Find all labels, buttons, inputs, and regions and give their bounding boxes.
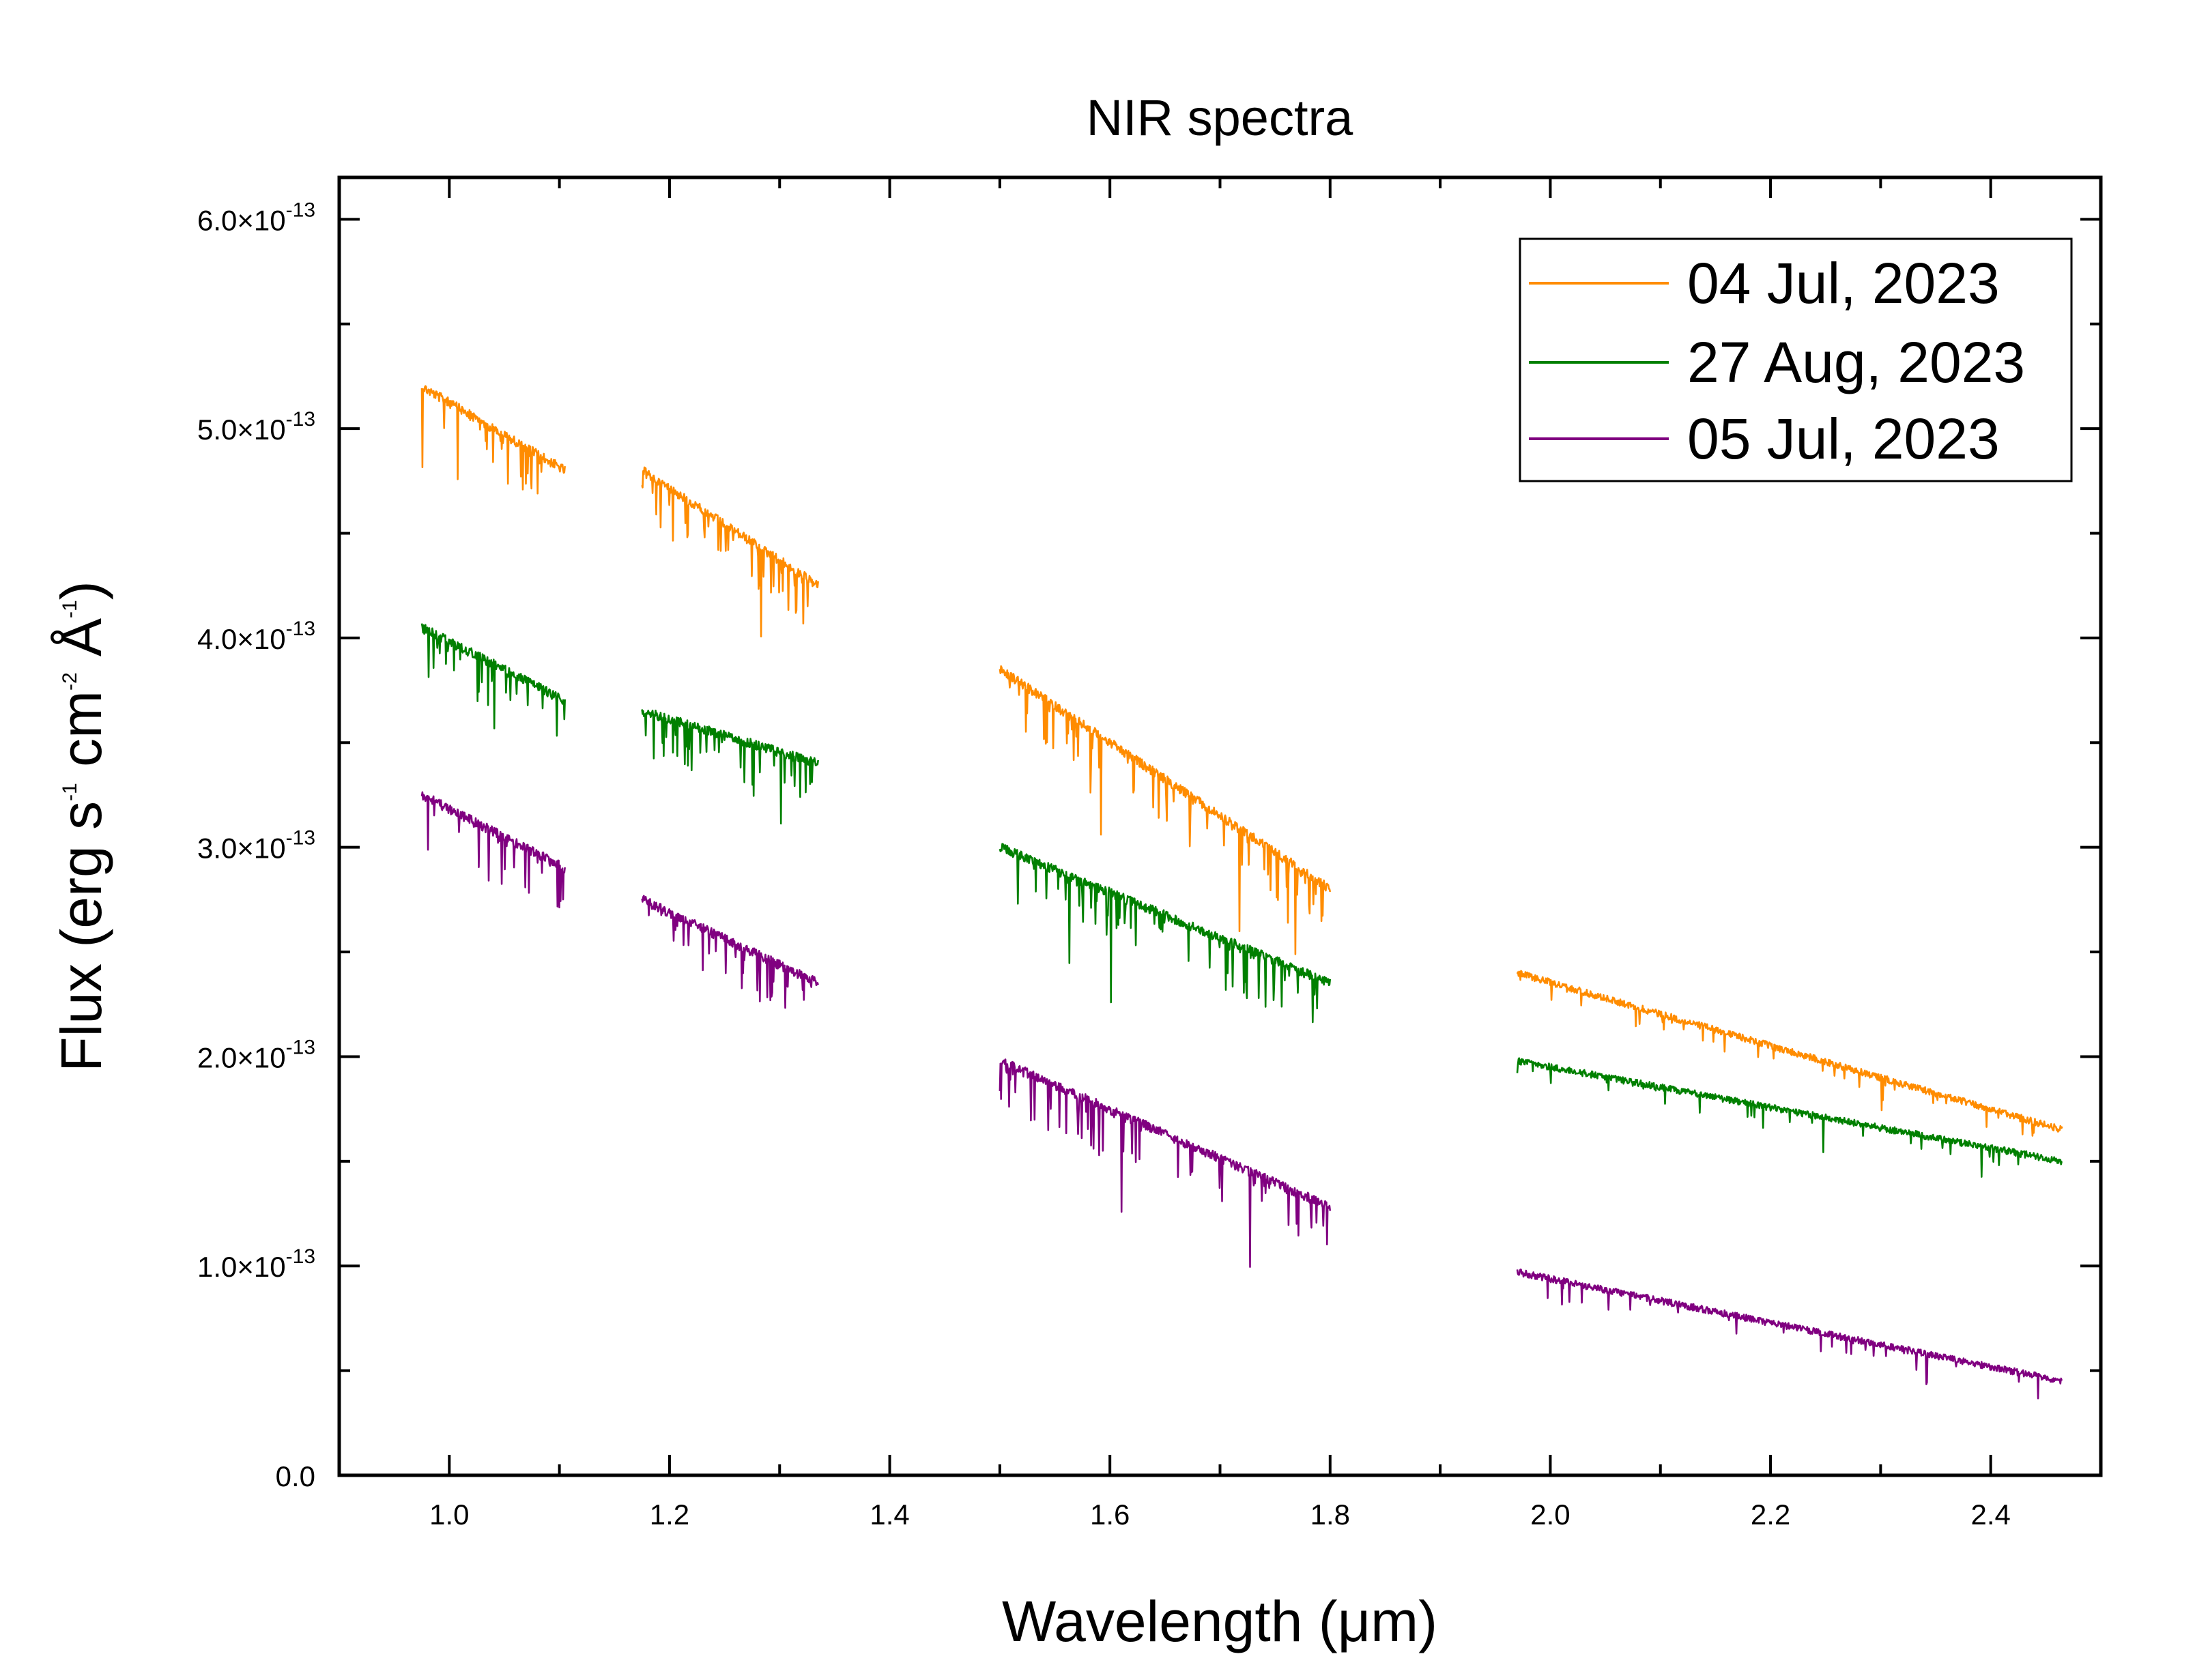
y-tick-label: 3.0×10-13 — [197, 827, 315, 865]
spectrum-segment-series-1-1 — [641, 709, 819, 825]
x-tick-label: 1.2 — [650, 1498, 689, 1531]
spectrum-segment-series-0-3 — [1516, 970, 2063, 1137]
legend-label-05-jul: 05 Jul, 2023 — [1687, 407, 2000, 471]
x-tick-label: 1.0 — [429, 1498, 469, 1531]
y-axis-label-prefix: Flux (erg s — [49, 801, 113, 1072]
x-tick-label: 2.2 — [1751, 1498, 1790, 1531]
x-tick-label: 1.8 — [1310, 1498, 1350, 1531]
y-tick-label: 5.0×10-13 — [197, 408, 315, 446]
y-axis-label-suffix: ) — [49, 581, 113, 600]
spectrum-segment-series-2-1 — [641, 895, 819, 1009]
x-tick-label: 1.4 — [870, 1498, 909, 1531]
y-tick-label: 1.0×10-13 — [197, 1245, 315, 1283]
x-axis-label: Wavelength (μm) — [1002, 1589, 1437, 1653]
chart-title: NIR spectra — [1087, 89, 1354, 146]
spectrum-segment-series-2-0 — [420, 791, 566, 909]
spectrum-segment-series-2-3 — [1516, 1269, 2063, 1400]
x-tick-label: 1.6 — [1090, 1498, 1130, 1531]
y-axis-label-mid2: Å — [49, 618, 113, 672]
y-axis-label-exp1: -1 — [59, 783, 81, 801]
x-axis-ticks: 1.0 1.2 1.4 1.6 1.8 2.0 2.2 2.4 — [338, 177, 2102, 1531]
legend-label-27-aug: 27 Aug, 2023 — [1687, 330, 2025, 394]
spectrum-segment-series-1-2 — [999, 843, 1332, 1024]
spectrum-segment-series-0-1 — [641, 466, 819, 638]
x-tick-label: 2.0 — [1530, 1498, 1570, 1531]
legend-box — [1519, 237, 2073, 482]
spectrum-segment-series-0-2 — [999, 665, 1332, 955]
legend: 04 Jul, 2023 27 Aug, 2023 05 Jul, 2023 — [1519, 237, 2073, 482]
spectrum-segment-series-1-3 — [1516, 1057, 2063, 1178]
y-axis-label-exp3: -1 — [59, 600, 81, 618]
y-axis-ticks: 0.0 1.0×10-13 2.0×10-13 3.0×10-13 4.0×10-13 5… — [197, 199, 2101, 1492]
y-tick-label: 4.0×10-13 — [197, 618, 315, 655]
y-axis-label: Flux (erg s-1 cm-2 Å-1) — [49, 581, 113, 1071]
spectrum-segment-series-1-0 — [420, 623, 566, 737]
y-axis-label-exp2: -2 — [59, 672, 81, 691]
spectrum-segment-series-0-0 — [420, 385, 566, 495]
y-tick-label: 6.0×10-13 — [197, 199, 315, 236]
y-tick-label: 2.0×10-13 — [197, 1036, 315, 1073]
y-tick-label: 0.0 — [276, 1460, 315, 1492]
y-axis-label-mid1: cm — [49, 691, 113, 783]
x-tick-label: 2.4 — [1970, 1498, 2010, 1531]
plot-traces — [420, 385, 2063, 1400]
legend-label-04-jul: 04 Jul, 2023 — [1687, 251, 2000, 315]
spectrum-segment-series-2-2 — [999, 1058, 1332, 1268]
